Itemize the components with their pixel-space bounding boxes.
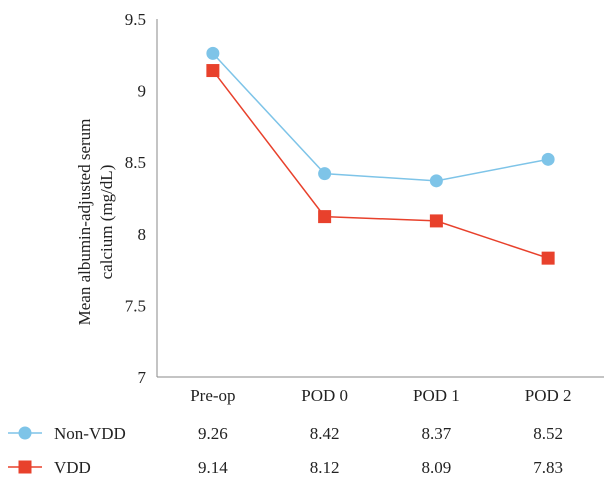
y-tick-label: 9.5	[125, 10, 146, 29]
y-tick-label: 7	[138, 368, 147, 387]
table-row-non-vdd: Non-VDD 9.26 8.42 8.37 8.52	[8, 424, 563, 443]
data-point-vdd	[206, 64, 220, 78]
data-point-non-vdd	[318, 167, 332, 181]
y-tick-label: 8	[138, 225, 147, 244]
x-category-label: POD 0	[301, 386, 348, 405]
y-ticks: 7 7.5 8 8.5 9 9.5	[125, 10, 147, 387]
data-table: Non-VDD 9.26 8.42 8.37 8.52 VDD 9.14 8.12 8.09 7.…	[8, 424, 563, 477]
data-point-vdd	[318, 210, 332, 224]
table-row-vdd: VDD 9.14 8.12 8.09 7.83	[8, 458, 563, 477]
y-tick-label: 9	[138, 82, 147, 101]
data-point-vdd	[429, 214, 443, 228]
y-tick-label: 7.5	[125, 296, 146, 315]
data-point-non-vdd	[541, 152, 555, 166]
data-label: 8.37	[422, 424, 452, 443]
data-label: 8.12	[310, 458, 340, 477]
data-label: 8.52	[533, 424, 563, 443]
series-line-non-vdd	[212, 52, 549, 182]
data-point-non-vdd	[429, 174, 443, 188]
data-label: 8.09	[422, 458, 452, 477]
legend-marker	[18, 426, 32, 440]
x-category-label: POD 1	[413, 386, 460, 405]
x-categories: Pre-op POD 0 POD 1 POD 2	[190, 386, 571, 405]
data-label: 9.14	[198, 458, 228, 477]
data-label: 7.83	[533, 458, 563, 477]
legend-label: VDD	[54, 458, 91, 477]
legend-label: Non-VDD	[54, 424, 126, 443]
series-lines	[212, 52, 549, 259]
data-point-vdd	[541, 251, 555, 265]
data-point-non-vdd	[206, 46, 220, 60]
legend-marker	[18, 460, 32, 474]
x-category-label: Pre-op	[190, 386, 235, 405]
y-tick-label: 8.5	[125, 153, 146, 172]
x-category-label: POD 2	[525, 386, 572, 405]
y-axis-label-line-2: calcium (mg/dL)	[97, 165, 116, 280]
series-markers	[206, 46, 555, 265]
data-label: 9.26	[198, 424, 228, 443]
y-axis-label: Mean albumin-adjusted serum calcium (mg/…	[75, 119, 116, 326]
data-label: 8.42	[310, 424, 340, 443]
series-line-vdd	[212, 70, 549, 259]
y-axis-label-line-1: Mean albumin-adjusted serum	[75, 119, 94, 326]
